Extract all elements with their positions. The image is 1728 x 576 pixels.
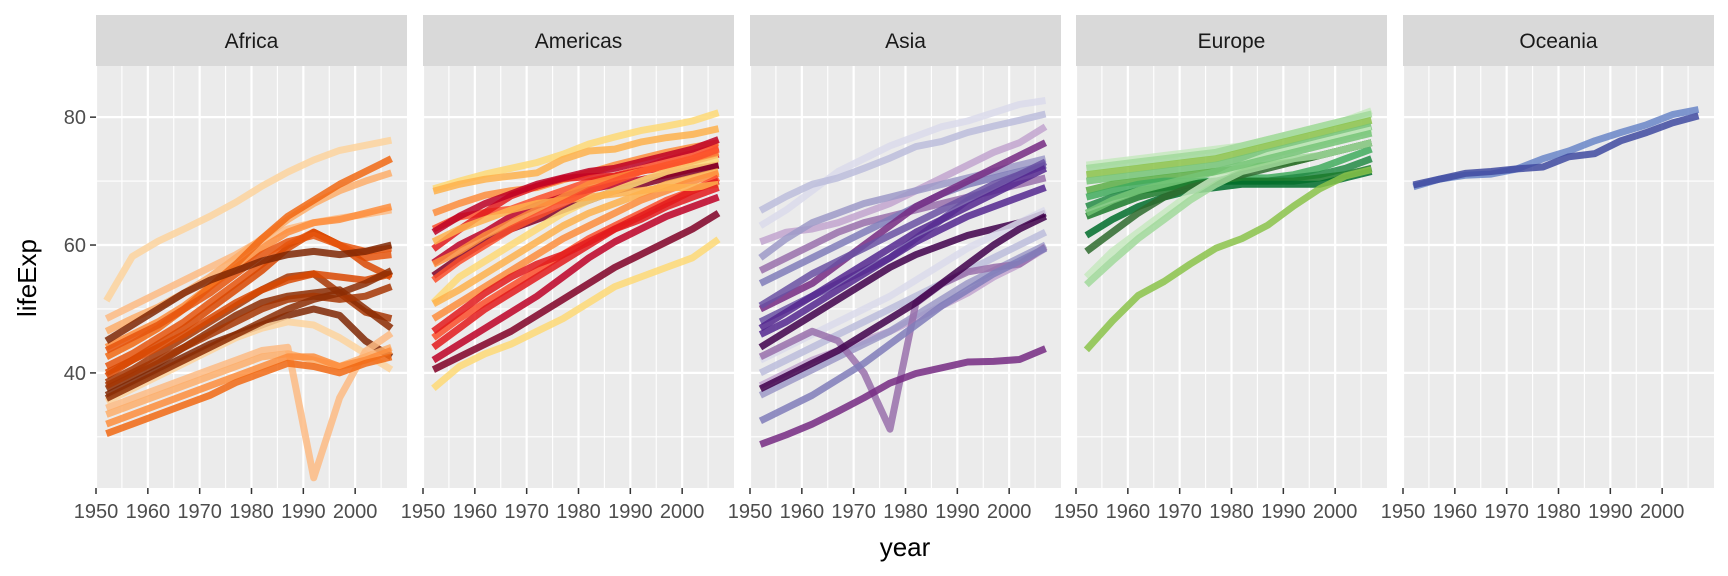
x-tick-label: 1960: [1106, 501, 1151, 523]
series-line: [1085, 116, 1373, 179]
y-axis-title: lifeExp: [12, 239, 42, 317]
y-tick-label: 40: [64, 363, 86, 385]
x-tick-label: 2000: [660, 501, 705, 523]
x-tick-label: 1990: [1588, 501, 1633, 523]
x-tick-label: 1950: [1381, 501, 1426, 523]
x-tick-label: 2000: [1640, 501, 1685, 523]
x-tick-label: 1990: [935, 501, 980, 523]
strip-label-americas: Americas: [535, 30, 623, 53]
x-axis-title: year: [880, 532, 931, 562]
series-line: [759, 345, 1047, 448]
series-line: [431, 184, 720, 335]
strip-oceania: [1403, 15, 1714, 66]
series-line: [104, 241, 393, 344]
series-line: [105, 353, 393, 437]
y-tick-label: 60: [64, 235, 86, 257]
x-tick-label: 1970: [504, 501, 549, 523]
series-line: [758, 213, 1048, 393]
x-tick-label: 2000: [1313, 501, 1358, 523]
x-tick-label: 1970: [1157, 501, 1202, 523]
series-line: [105, 330, 394, 482]
series-line: [758, 209, 1047, 351]
series-line: [431, 210, 721, 373]
strip-asia: [750, 15, 1061, 66]
series-line: [758, 155, 1047, 261]
series-line: [430, 155, 720, 306]
x-tick-label: 1970: [831, 501, 876, 523]
series-line: [758, 243, 1048, 433]
facet-panels: Africa 1950 1960 1970 1980 1990 2000 Americas 19…: [74, 15, 1714, 523]
series-line: [1083, 166, 1373, 353]
series-line: [1084, 129, 1373, 217]
x-tick-label: 1990: [281, 501, 326, 523]
series-line: [104, 270, 393, 377]
x-tick-label: 1950: [74, 501, 119, 523]
strip-label-oceania: Oceania: [1519, 30, 1598, 53]
series-line: [431, 177, 720, 351]
series-line: [758, 161, 1047, 309]
x-tick-label: 1950: [728, 501, 773, 523]
series-line: [104, 267, 393, 402]
x-tick-label: 1970: [177, 501, 222, 523]
series-line: [431, 145, 720, 284]
x-tick-label: 1960: [126, 501, 171, 523]
strip-label-europe: Europe: [1198, 30, 1266, 53]
x-tick-label: 2000: [333, 501, 378, 523]
x-tick-label: 1970: [1484, 501, 1529, 523]
x-tick-label: 1950: [401, 501, 446, 523]
strip-label-asia: Asia: [885, 30, 926, 53]
x-tick-label: 1980: [229, 501, 274, 523]
facet-asia: Asia 1950 1960 1970 1980 1990 2000: [728, 15, 1061, 523]
series-line: [431, 236, 721, 391]
strip-africa: [96, 15, 407, 66]
x-tick-label: 1960: [1433, 501, 1478, 523]
series-line: [758, 184, 1047, 338]
series-line: [432, 109, 720, 193]
series-line: [431, 193, 720, 364]
series-line: [758, 229, 1048, 377]
facet-europe: Europe 1950 1960 1970 1980 1990 2000: [1054, 15, 1387, 523]
strip-europe: [1076, 15, 1387, 66]
y-tick-label: 80: [64, 107, 86, 129]
series-line: [758, 165, 1048, 332]
x-tick-label: 1990: [608, 501, 653, 523]
series-line: [104, 283, 393, 389]
series-line: [758, 245, 1048, 425]
x-tick-label: 1960: [453, 501, 498, 523]
x-tick-label: 1950: [1054, 501, 1099, 523]
series-line: [758, 110, 1047, 214]
x-tick-label: 1980: [883, 501, 928, 523]
x-tick-label: 1980: [1209, 501, 1254, 523]
strip-americas: [423, 15, 734, 66]
x-tick-label: 1980: [556, 501, 601, 523]
x-tick-label: 1980: [1536, 501, 1581, 523]
strip-label-africa: Africa: [225, 30, 279, 53]
series-line: [431, 136, 720, 236]
series-line: [105, 347, 393, 428]
x-tick-label: 1960: [780, 501, 825, 523]
series-line: [1085, 110, 1373, 172]
facet-americas: Americas 1950 1960 1970 1980 1990 2000: [401, 15, 734, 523]
series-line: [431, 168, 720, 307]
series-line: [758, 97, 1047, 229]
facet-africa: Africa 1950 1960 1970 1980 1990 2000: [74, 15, 407, 523]
series-line: [1412, 112, 1700, 189]
facet-oceania: Oceania 1950 1960 1970 1980 1990 2000: [1381, 15, 1714, 523]
series-line: [1084, 139, 1373, 288]
series-line: [432, 125, 720, 195]
series-line: [103, 136, 393, 303]
y-axis: 40 60 80: [64, 107, 96, 385]
series-line: [758, 139, 1048, 313]
x-tick-label: 1990: [1261, 501, 1306, 523]
x-tick-label: 2000: [987, 501, 1032, 523]
